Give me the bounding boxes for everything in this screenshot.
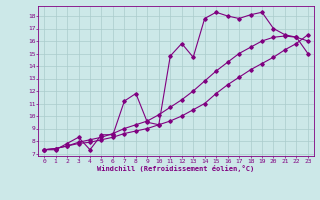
X-axis label: Windchill (Refroidissement éolien,°C): Windchill (Refroidissement éolien,°C) bbox=[97, 165, 255, 172]
